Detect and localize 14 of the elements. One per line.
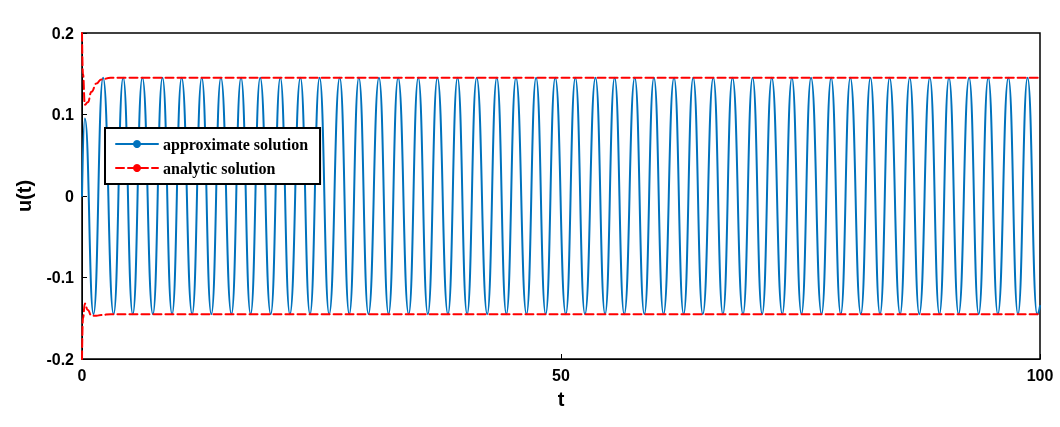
legend-label: approximate solution <box>163 135 309 154</box>
x-tick-label: 100 <box>1026 366 1054 384</box>
y-tick-label: -0.1 <box>46 269 75 286</box>
y-tick-label: 0 <box>65 187 75 205</box>
x-tick-label: 0 <box>77 366 87 384</box>
line-series <box>81 76 1041 316</box>
y-axis-title: u(t) <box>13 179 35 213</box>
legend-label: analytic solution <box>163 159 276 178</box>
x-tick-label: 50 <box>552 366 570 384</box>
y-tick-label: 0.1 <box>51 106 75 123</box>
y-tick-label: -0.2 <box>46 350 75 368</box>
y-tick-label: 0.2 <box>51 24 75 42</box>
x-axis-title: t <box>557 388 565 410</box>
line-series <box>81 32 1041 106</box>
